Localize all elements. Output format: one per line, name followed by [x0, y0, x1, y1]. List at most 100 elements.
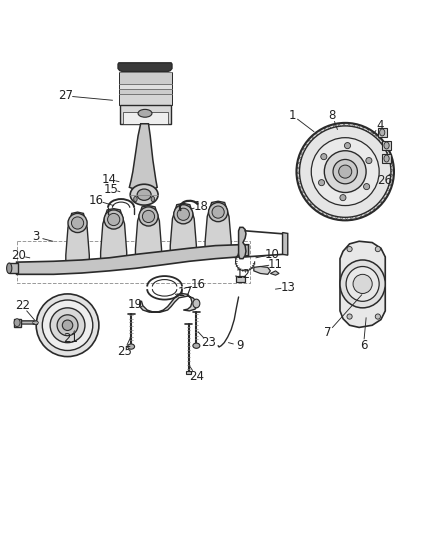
Ellipse shape [50, 308, 85, 343]
Ellipse shape [311, 138, 379, 206]
Text: 25: 25 [117, 345, 131, 358]
Polygon shape [382, 141, 391, 150]
Ellipse shape [340, 260, 385, 308]
Ellipse shape [347, 314, 352, 319]
Text: 3: 3 [32, 230, 40, 244]
Text: 12: 12 [236, 268, 251, 281]
Ellipse shape [347, 246, 352, 252]
Polygon shape [140, 294, 197, 312]
Polygon shape [340, 241, 385, 327]
Ellipse shape [375, 246, 381, 252]
Ellipse shape [300, 126, 391, 217]
Text: 20: 20 [11, 249, 26, 262]
Polygon shape [135, 206, 162, 257]
Text: 23: 23 [201, 336, 215, 349]
Ellipse shape [193, 299, 200, 308]
Polygon shape [283, 232, 288, 255]
Ellipse shape [321, 154, 327, 160]
Polygon shape [17, 245, 249, 274]
Ellipse shape [208, 203, 228, 222]
Text: 14: 14 [102, 173, 117, 186]
Ellipse shape [366, 158, 372, 164]
Ellipse shape [138, 109, 152, 117]
Ellipse shape [353, 274, 372, 294]
Ellipse shape [151, 197, 155, 201]
Ellipse shape [71, 217, 84, 229]
Ellipse shape [339, 165, 352, 178]
Polygon shape [118, 63, 172, 71]
Polygon shape [254, 266, 270, 274]
Ellipse shape [130, 184, 158, 205]
Ellipse shape [364, 183, 370, 190]
Ellipse shape [134, 197, 137, 201]
Ellipse shape [62, 320, 73, 330]
Polygon shape [270, 271, 279, 275]
Ellipse shape [344, 142, 350, 149]
Polygon shape [186, 371, 191, 375]
Ellipse shape [142, 211, 155, 223]
Polygon shape [34, 321, 37, 324]
Ellipse shape [380, 129, 385, 136]
Ellipse shape [297, 123, 394, 220]
Ellipse shape [7, 263, 12, 273]
Ellipse shape [68, 213, 87, 232]
Polygon shape [239, 228, 246, 259]
Polygon shape [378, 128, 387, 137]
Text: 8: 8 [328, 109, 336, 122]
Polygon shape [119, 71, 172, 84]
Ellipse shape [174, 205, 193, 224]
Polygon shape [205, 201, 231, 250]
Ellipse shape [384, 142, 389, 149]
Polygon shape [9, 263, 18, 273]
Polygon shape [101, 208, 127, 260]
Ellipse shape [212, 206, 224, 218]
Polygon shape [66, 212, 89, 263]
Text: 16: 16 [89, 194, 104, 207]
Polygon shape [119, 94, 172, 106]
Ellipse shape [36, 294, 99, 357]
Ellipse shape [32, 321, 39, 325]
Ellipse shape [346, 266, 379, 301]
Polygon shape [129, 124, 157, 192]
Polygon shape [120, 106, 171, 124]
Ellipse shape [14, 319, 20, 327]
Ellipse shape [127, 344, 134, 349]
Text: 13: 13 [280, 281, 295, 294]
Text: 15: 15 [104, 182, 119, 196]
Ellipse shape [42, 300, 93, 351]
Text: 21: 21 [63, 332, 78, 345]
Text: 4: 4 [376, 118, 384, 132]
Text: 26: 26 [377, 174, 392, 187]
Polygon shape [14, 319, 21, 327]
Ellipse shape [375, 314, 381, 319]
Polygon shape [237, 276, 245, 282]
Ellipse shape [139, 207, 158, 226]
Ellipse shape [177, 208, 189, 220]
Text: 10: 10 [265, 248, 279, 261]
Text: 7: 7 [324, 326, 332, 339]
Polygon shape [382, 154, 391, 163]
Text: 27: 27 [58, 90, 73, 102]
Text: 17: 17 [177, 286, 193, 299]
Ellipse shape [108, 213, 120, 225]
Text: 6: 6 [360, 339, 367, 352]
Text: 18: 18 [193, 200, 208, 213]
Ellipse shape [384, 155, 389, 162]
Text: 1: 1 [288, 109, 296, 122]
Text: 22: 22 [15, 299, 30, 312]
Text: 19: 19 [128, 298, 143, 311]
Ellipse shape [104, 210, 123, 229]
Text: 16: 16 [191, 278, 205, 291]
Polygon shape [119, 84, 172, 89]
Polygon shape [123, 112, 168, 124]
Ellipse shape [333, 159, 357, 184]
Ellipse shape [318, 180, 325, 185]
Polygon shape [119, 89, 172, 94]
Text: 11: 11 [268, 258, 283, 271]
Ellipse shape [324, 151, 366, 192]
Text: 24: 24 [189, 370, 204, 383]
Ellipse shape [193, 343, 200, 349]
Ellipse shape [137, 189, 151, 200]
Ellipse shape [57, 315, 78, 336]
Text: 9: 9 [236, 339, 244, 352]
